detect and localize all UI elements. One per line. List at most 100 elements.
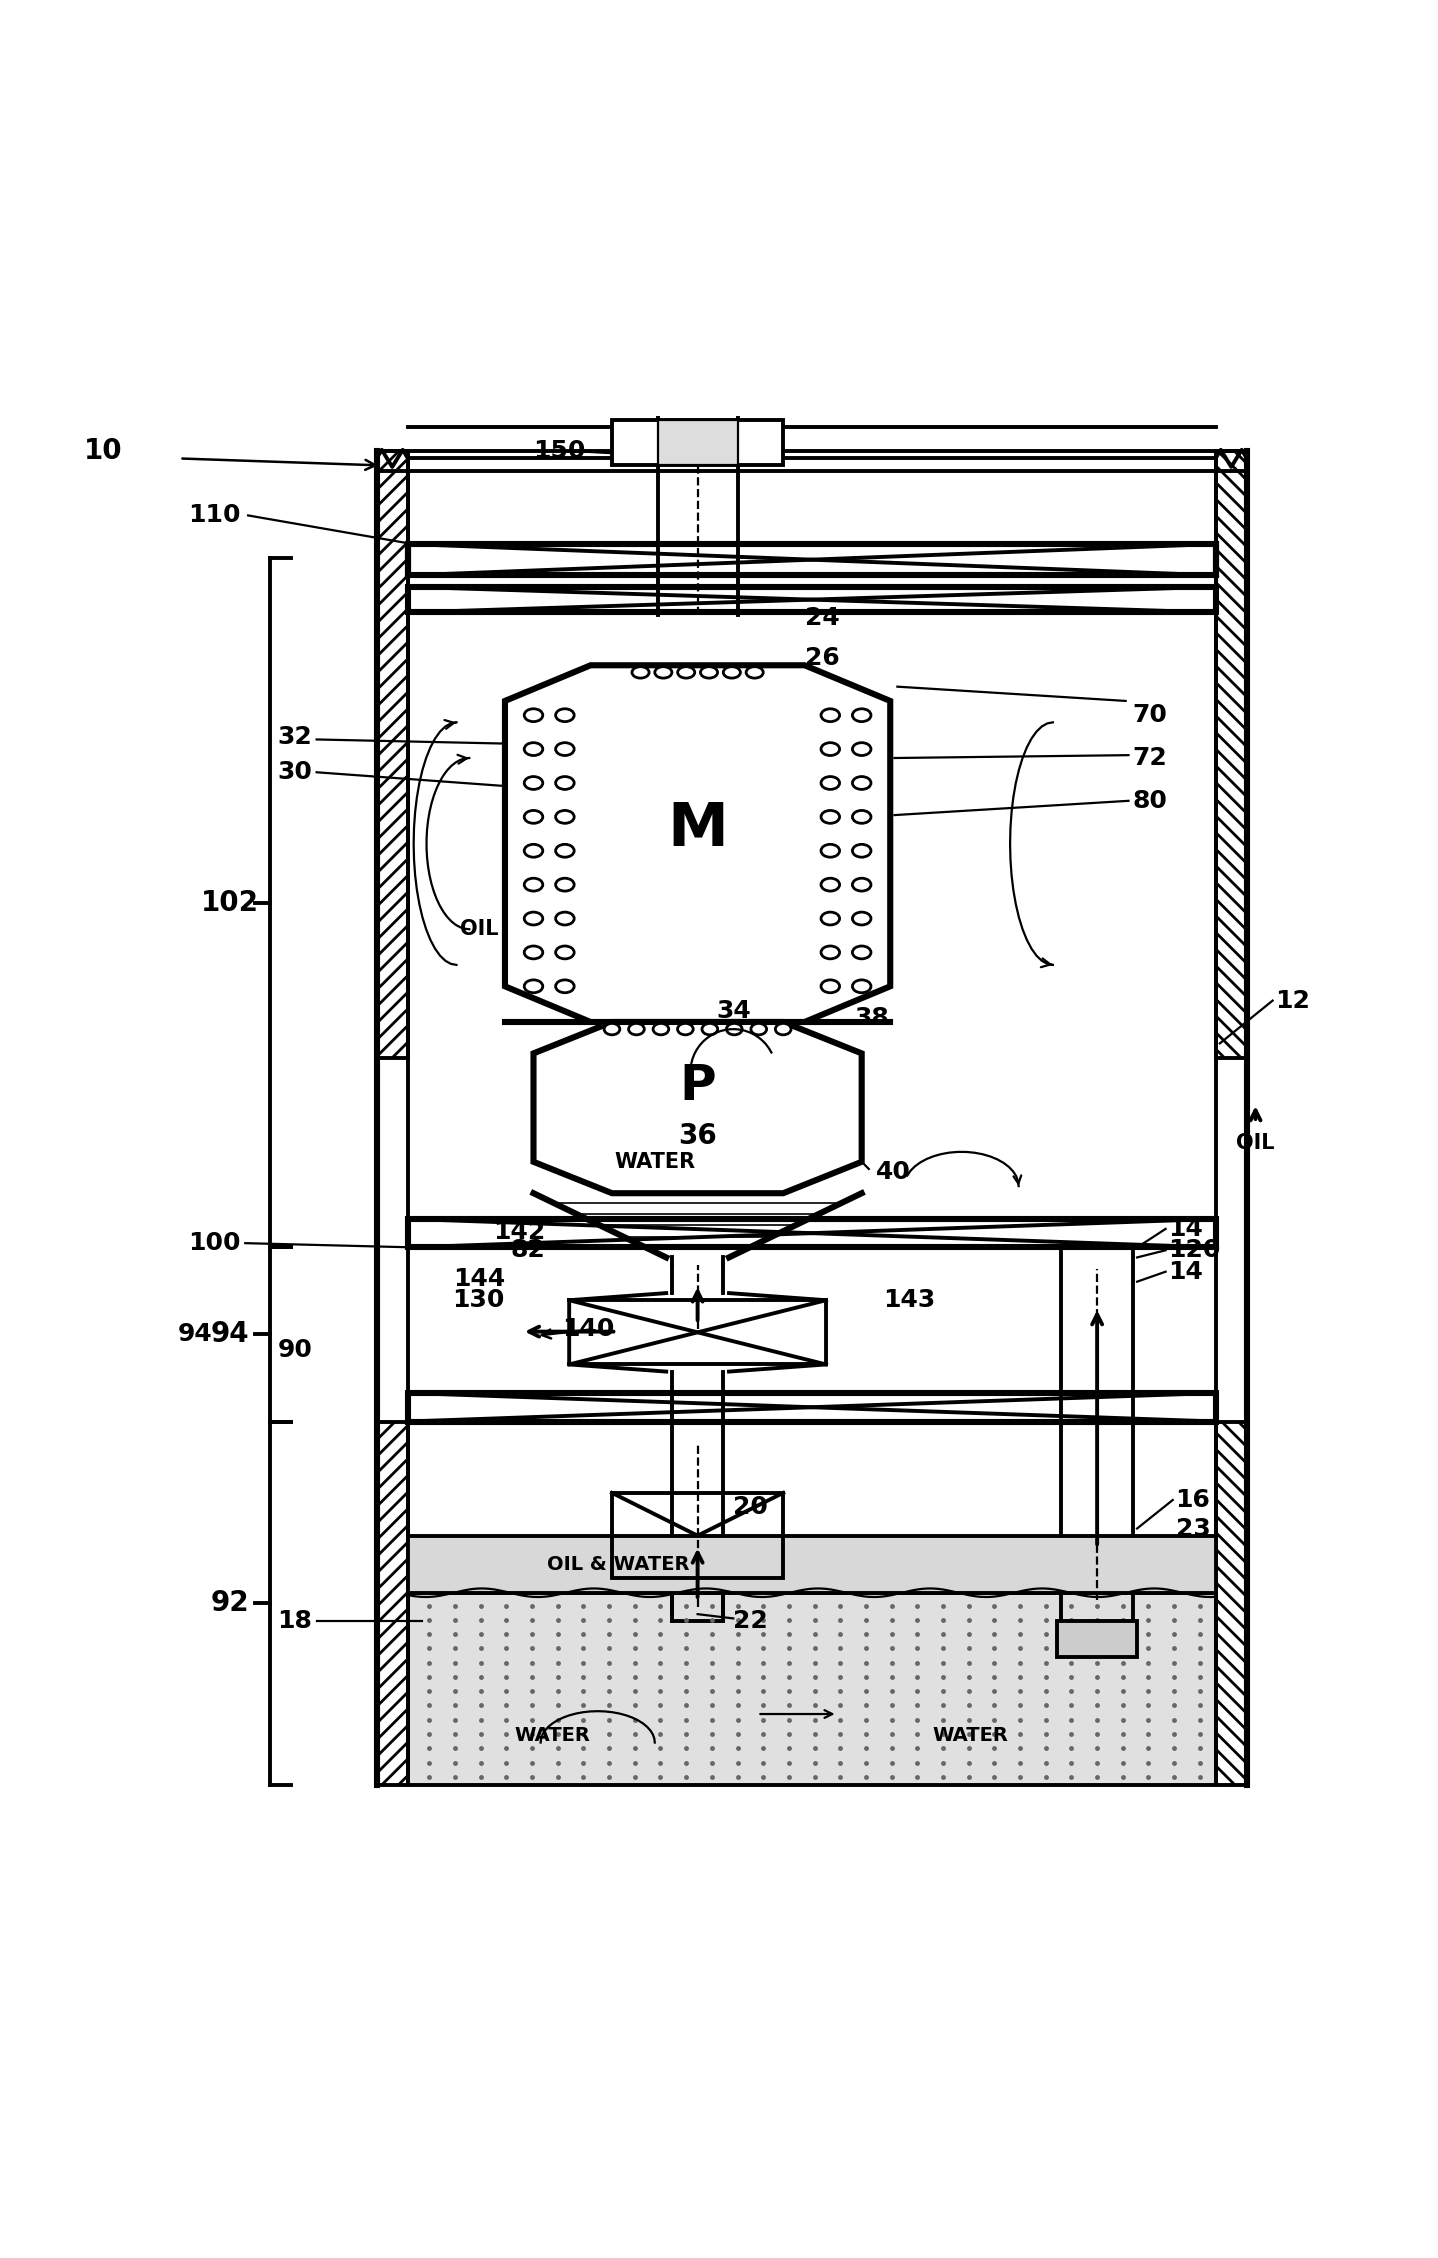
Text: 18: 18 [278,1610,312,1633]
Text: 40: 40 [876,1161,910,1183]
Ellipse shape [525,811,542,824]
Text: OIL: OIL [1237,1134,1274,1154]
Text: 23: 23 [1176,1517,1211,1540]
Ellipse shape [555,878,574,892]
Ellipse shape [853,980,871,994]
Ellipse shape [821,912,840,926]
Ellipse shape [555,980,574,994]
Text: WATER: WATER [614,1152,696,1172]
Ellipse shape [821,878,840,892]
Text: 142: 142 [493,1219,545,1244]
Text: 110: 110 [188,504,242,528]
Ellipse shape [821,743,840,756]
Text: 82: 82 [510,1237,545,1262]
Ellipse shape [525,777,542,790]
Text: P: P [679,1061,716,1111]
Bar [613,1493,784,1578]
Ellipse shape [654,666,672,677]
Bar [377,1423,408,1786]
Text: 150: 150 [533,440,585,463]
Ellipse shape [631,666,649,677]
Ellipse shape [653,1023,669,1034]
Ellipse shape [853,946,871,960]
Text: 120: 120 [1169,1237,1221,1262]
Ellipse shape [525,743,542,756]
Ellipse shape [821,777,840,790]
Text: 32: 32 [278,725,312,750]
Ellipse shape [525,946,542,960]
Text: OIL: OIL [460,919,499,939]
Text: 130: 130 [453,1289,505,1312]
Ellipse shape [604,1023,620,1034]
Text: 14: 14 [1169,1217,1204,1242]
Text: 80: 80 [1133,788,1168,813]
Text: 143: 143 [883,1289,935,1312]
Ellipse shape [723,666,741,677]
Ellipse shape [555,844,574,858]
Ellipse shape [628,1023,644,1034]
Text: 26: 26 [805,646,840,671]
Text: 92: 92 [210,1590,249,1617]
Ellipse shape [853,878,871,892]
Bar [1215,1423,1247,1786]
Ellipse shape [726,1023,742,1034]
Text: 72: 72 [1133,745,1168,770]
Text: 14: 14 [1169,1260,1204,1285]
Ellipse shape [700,666,718,677]
Bar [408,544,1215,576]
Text: M: M [667,799,728,858]
Ellipse shape [775,1023,791,1034]
Text: 140: 140 [562,1316,614,1341]
Bar [408,1592,1215,1786]
Polygon shape [505,666,890,1023]
Ellipse shape [821,844,840,858]
Text: 22: 22 [733,1610,768,1633]
Ellipse shape [555,912,574,926]
Text: 94: 94 [178,1323,213,1346]
Ellipse shape [821,811,840,824]
Ellipse shape [853,844,871,858]
Ellipse shape [853,743,871,756]
Text: 90: 90 [278,1339,312,1362]
Ellipse shape [853,709,871,723]
Ellipse shape [525,912,542,926]
Text: 10: 10 [83,438,122,465]
Ellipse shape [746,666,764,677]
Ellipse shape [555,777,574,790]
Ellipse shape [525,878,542,892]
Text: OIL & WATER: OIL & WATER [546,1556,689,1574]
Bar [377,452,408,1057]
Bar [657,420,738,465]
Text: 30: 30 [278,761,312,784]
Bar [1057,1621,1137,1657]
Ellipse shape [853,811,871,824]
Text: 12: 12 [1276,989,1310,1012]
Text: 16: 16 [1176,1488,1211,1513]
Bar [408,1393,1215,1423]
Ellipse shape [555,946,574,960]
Ellipse shape [555,743,574,756]
Text: WATER: WATER [515,1725,591,1745]
Text: 24: 24 [805,605,840,630]
Bar [613,420,784,465]
Ellipse shape [853,777,871,790]
Text: 94: 94 [210,1321,249,1348]
Polygon shape [533,1023,861,1192]
Ellipse shape [677,1023,693,1034]
Text: 70: 70 [1133,702,1168,727]
Ellipse shape [677,666,695,677]
Text: 34: 34 [716,998,751,1023]
Ellipse shape [525,709,542,723]
Text: WATER: WATER [933,1725,1009,1745]
Ellipse shape [821,980,840,994]
Bar [408,587,1215,612]
Ellipse shape [555,811,574,824]
Text: 20: 20 [733,1495,768,1520]
Ellipse shape [821,946,840,960]
Ellipse shape [821,709,840,723]
Ellipse shape [555,709,574,723]
Bar [408,1219,1215,1246]
Ellipse shape [525,844,542,858]
Text: 144: 144 [453,1267,505,1292]
Ellipse shape [751,1023,766,1034]
